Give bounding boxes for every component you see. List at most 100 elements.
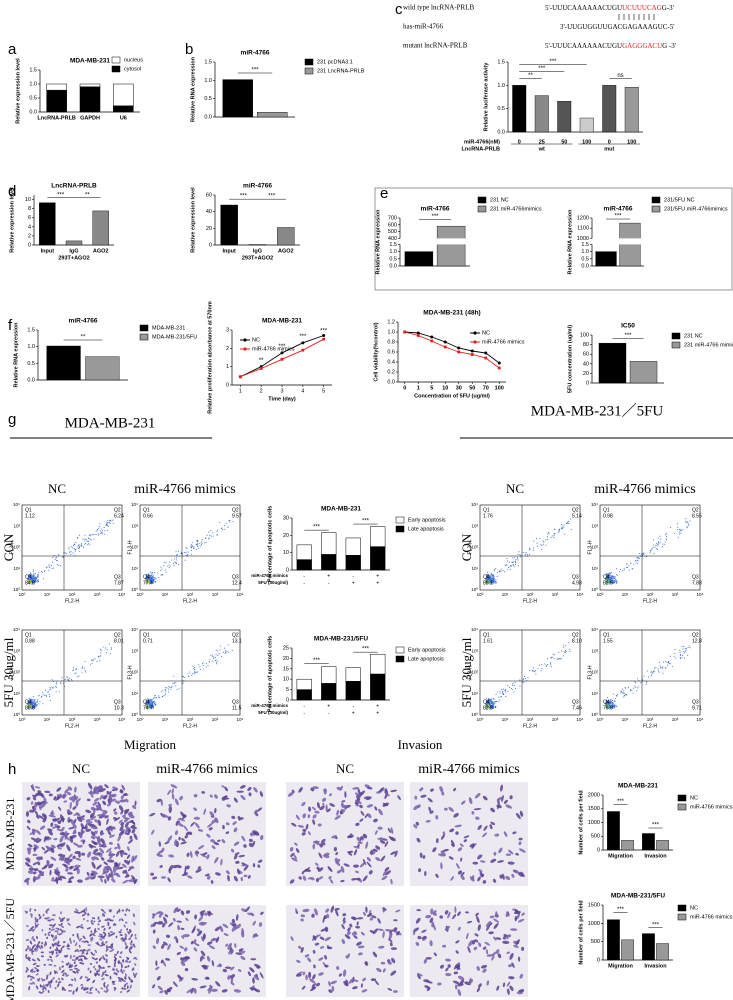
flow-event (32, 575, 35, 577)
x-row-label: miR-4766(nM) (464, 139, 500, 145)
x-tick-label: 10¹ (622, 717, 629, 722)
flow-event (211, 660, 213, 662)
cell (49, 924, 53, 927)
flow-event (153, 580, 155, 582)
y-tick-label: 400 (388, 236, 397, 242)
flow-event (161, 695, 163, 697)
y-axis-label: Relative expression level (190, 187, 196, 253)
point (497, 361, 501, 365)
y-axis-label: Cell viability(%control) (373, 322, 379, 381)
y-tick-label: 10¹ (471, 691, 478, 696)
flow-event (517, 553, 519, 555)
flow-event (32, 698, 34, 700)
flow-event (494, 582, 496, 584)
flow-event (499, 692, 501, 694)
flow-event (55, 557, 57, 559)
y-tick-label: 10⁴ (13, 627, 20, 632)
flow-event (685, 649, 687, 651)
bar (65, 240, 83, 246)
flow-event (568, 642, 570, 644)
flow-event (519, 554, 521, 556)
significance-label: ** (528, 73, 533, 79)
flow-event (525, 552, 527, 554)
legend-label: 231 miR-4766mimics (490, 206, 542, 212)
flow-event (36, 578, 38, 580)
flow-event (563, 655, 565, 657)
flow-event (148, 582, 150, 584)
x-tick-label: 10⁴ (119, 592, 126, 597)
axis-break (436, 238, 467, 245)
significance-label: *** (313, 525, 321, 531)
flow-event (194, 671, 196, 673)
x-tick-label: 10¹ (44, 592, 51, 597)
legend-label: NC (482, 330, 490, 336)
flow-event (509, 686, 511, 689)
flow-event (679, 528, 681, 530)
quadrant-value: 7.46 (572, 705, 582, 711)
flow-event (518, 565, 520, 567)
flow-event (168, 564, 170, 566)
flow-event (650, 671, 652, 673)
flow-event (155, 704, 157, 706)
flow-event (34, 576, 36, 578)
x-tick-label: 10⁰ (19, 717, 26, 722)
flow-event (545, 539, 547, 541)
flow-event (624, 688, 627, 690)
quadrant-value: 12.8 (692, 638, 702, 644)
flow-event (541, 544, 543, 547)
flow-event (561, 525, 563, 527)
flow-event (192, 665, 194, 667)
flow-event (31, 579, 33, 581)
flow-event (73, 667, 75, 669)
flow-event (30, 574, 32, 576)
x-tick-label: 10⁴ (697, 717, 704, 722)
flow-event (227, 526, 229, 528)
flow-event (678, 533, 680, 535)
x-tick-label: 10¹ (162, 592, 169, 597)
flow-event (232, 521, 234, 523)
flow-event (553, 534, 555, 536)
flow-event (515, 559, 517, 561)
flow-event (669, 655, 671, 657)
flow-event (550, 665, 552, 667)
flow-event (34, 699, 36, 701)
quadrant-value: 8.01 (114, 638, 124, 644)
flow-event (658, 541, 660, 543)
quadrant-value: 1.55 (603, 638, 613, 644)
flow-event (197, 545, 199, 547)
panel-letter: g (8, 411, 16, 428)
flow-event (46, 567, 48, 569)
flow-event (182, 682, 184, 684)
flow-event (32, 569, 35, 571)
y-tick-label: 1.5 (29, 67, 37, 73)
flow-event (37, 579, 40, 581)
flow-event (108, 643, 110, 645)
legend-swatch (139, 333, 149, 341)
y-tick-label: 1.5 (204, 59, 212, 65)
flow-event (70, 553, 72, 556)
flow-event (655, 667, 657, 669)
flow-event (491, 576, 493, 578)
flow-event (55, 685, 57, 687)
flow-event (207, 665, 209, 667)
flow-event (35, 577, 38, 579)
flow-event (183, 551, 185, 554)
y-tick-label: 10⁰ (471, 587, 478, 592)
flow-event (510, 688, 512, 690)
flow-event (154, 695, 156, 697)
flow-event (160, 691, 162, 693)
flow-event (34, 698, 36, 700)
flow-event (616, 582, 618, 584)
flow-event (685, 518, 687, 520)
flow-event (90, 538, 92, 540)
flow-event (158, 695, 160, 697)
flow-event (569, 651, 571, 653)
x-tick-label: IgG (253, 248, 262, 254)
flow-event (31, 581, 33, 583)
legend-label: NC (252, 337, 260, 343)
flow-event (512, 684, 514, 686)
flow-event (150, 700, 152, 702)
y-tick-label: 1.0 (27, 344, 35, 350)
flow-event (511, 565, 513, 567)
flow-event (149, 574, 151, 576)
